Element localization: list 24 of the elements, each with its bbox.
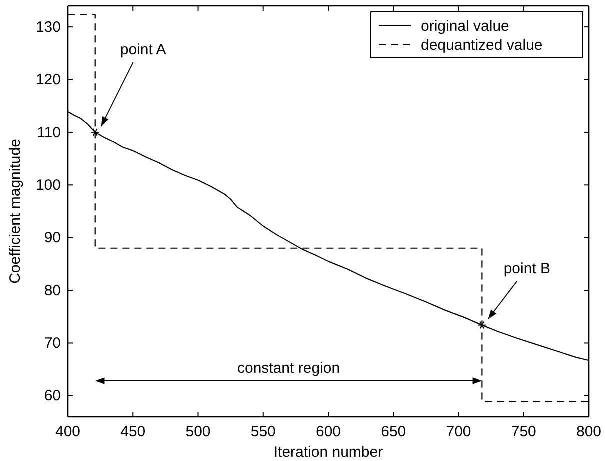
x-tick-label: 450 [120, 424, 146, 441]
y-tick-label: 80 [44, 282, 61, 300]
legend-label: original value [421, 18, 510, 35]
y-axis-title: Coefficient magnitude [7, 139, 24, 284]
y-tick-label: 90 [44, 230, 61, 247]
y-tick-label: 60 [44, 388, 61, 405]
annotation: constant region [237, 360, 340, 377]
legend-label: dequantized value [421, 37, 543, 54]
annotation: point B [504, 260, 551, 278]
x-tick-label: 400 [55, 424, 81, 441]
x-tick-label: 750 [511, 424, 536, 441]
annotation: point A [120, 41, 166, 58]
x-axis-title: Iteration number [274, 444, 384, 461]
y-tick-label: 130 [36, 18, 61, 36]
x-tick-label: 700 [446, 424, 472, 441]
x-tick-label: 500 [186, 424, 211, 441]
x-tick-label: 550 [250, 424, 276, 441]
y-tick-label: 100 [36, 176, 61, 194]
y-tick-label: 120 [36, 72, 61, 89]
x-tick-label: 800 [576, 424, 602, 441]
y-tick-label: 110 [37, 124, 61, 142]
y-tick-label: 70 [44, 335, 61, 352]
x-tick-label: 650 [381, 424, 406, 441]
x-tick-label: 600 [316, 424, 342, 441]
